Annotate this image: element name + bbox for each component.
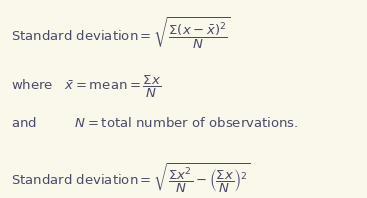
Text: $\mathsf{Standard\ deviation} = \sqrt{\dfrac{\Sigma(x - \bar{x})^2}{N}}$: $\mathsf{Standard\ deviation} = \sqrt{\d… — [11, 16, 231, 51]
Text: $\mathsf{and} \qquad\quad N = \mathsf{total\ number\ of\ observations.}$: $\mathsf{and} \qquad\quad N = \mathsf{to… — [11, 116, 298, 130]
Text: $\mathsf{Standard\ deviation} = \sqrt{\dfrac{\Sigma x^2}{N} - \left(\dfrac{\Sigm: $\mathsf{Standard\ deviation} = \sqrt{\d… — [11, 161, 251, 195]
Text: $\mathsf{where} \quad \bar{x} = \mathsf{mean} = \dfrac{\Sigma x}{N}$: $\mathsf{where} \quad \bar{x} = \mathsf{… — [11, 74, 161, 100]
